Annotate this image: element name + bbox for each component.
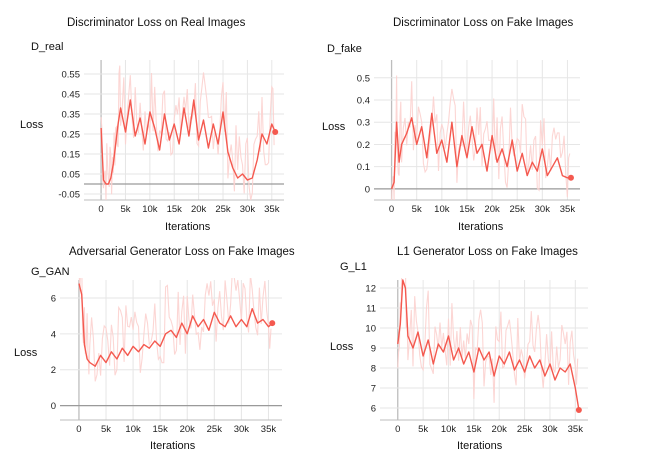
x-tick-label: 25k: [207, 424, 223, 435]
x-tick-label: 0: [389, 204, 394, 215]
y-tick-label: 0.05: [62, 170, 81, 181]
x-tick-label: 15k: [167, 204, 183, 215]
x-tick-label: 0: [98, 204, 103, 215]
x-tick-label: 30k: [240, 204, 256, 215]
y-tick-label: 6: [371, 404, 376, 415]
y-axis-label: Loss: [322, 121, 346, 133]
x-tick-label: 35k: [568, 424, 584, 435]
series-line: [397, 279, 580, 411]
series-line: [100, 99, 276, 185]
x-tick-label: 35k: [560, 204, 576, 215]
chart-title: Adversarial Generator Loss on Fake Image…: [69, 246, 295, 258]
y-tick-label: 0: [365, 184, 370, 195]
chart-tag: G_GAN: [31, 266, 70, 278]
raw-series-line: [391, 75, 571, 201]
chart-tag: D_fake: [327, 43, 362, 55]
y-tick-label: 7: [371, 384, 376, 395]
x-axis-label: Iterations: [458, 221, 504, 233]
last-value-marker: [575, 407, 582, 413]
chart-plot: 0 5k 10k 15k 20k 25k 30k 35k -0.05 0.05 0.15 0.25 0.…: [58, 60, 284, 215]
y-tick-label: 0.35: [62, 110, 81, 121]
chart-tag: G_L1: [340, 261, 367, 273]
x-tick-label: 20k: [180, 424, 196, 435]
y-tick-label: 0.15: [62, 150, 81, 161]
y-tick-label: 10: [365, 324, 376, 335]
x-tick-label: 5k: [120, 204, 130, 215]
chart-plot: 0 5k 10k 15k 20k 25k 30k 35k 0 2 4 6: [51, 278, 282, 435]
y-tick-label: 2: [51, 365, 56, 376]
y-axis-label: Loss: [330, 341, 354, 353]
x-tick-label: 25k: [517, 424, 533, 435]
x-axis-label: Iterations: [165, 221, 211, 233]
x-axis-label: Iterations: [150, 440, 196, 452]
y-tick-label: 0: [51, 401, 56, 412]
x-tick-label: 20k: [492, 424, 508, 435]
x-tick-label: 5k: [412, 204, 422, 215]
x-tick-label: 30k: [542, 424, 558, 435]
x-axis-label: Iterations: [457, 440, 503, 452]
last-value-marker: [272, 129, 279, 135]
x-tick-label: 10k: [441, 424, 457, 435]
chart-title: L1 Generator Loss on Fake Images: [397, 246, 578, 258]
x-tick-label: 30k: [535, 204, 551, 215]
x-tick-label: 25k: [510, 204, 526, 215]
y-tick-label: 0.2: [357, 140, 370, 151]
x-tick-label: 10k: [434, 204, 450, 215]
y-tick-label: 0.25: [62, 130, 81, 141]
y-axis-label: Loss: [20, 119, 44, 131]
x-tick-label: 35k: [261, 424, 277, 435]
x-tick-label: 5k: [101, 424, 111, 435]
y-tick-label: 12: [365, 284, 376, 295]
y-tick-label: 6: [51, 293, 56, 304]
series-line: [78, 283, 273, 367]
y-tick-label: -0.05: [58, 190, 80, 201]
x-tick-label: 15k: [153, 424, 169, 435]
y-axis-label: Loss: [14, 347, 38, 359]
y-tick-label: 0.45: [62, 90, 81, 101]
y-tick-label: 0.4: [357, 96, 370, 107]
raw-series-line: [100, 65, 275, 201]
chart-plot: 0 5k 10k 15k 20k 25k 30k 35k 6 7 8 9 10 11 12: [365, 278, 588, 435]
raw-series-line: [397, 278, 579, 403]
chart-title: Discriminator Loss on Fake Images: [393, 17, 574, 29]
x-tick-label: 15k: [466, 424, 482, 435]
x-tick-label: 0: [395, 424, 400, 435]
x-tick-label: 10k: [142, 204, 158, 215]
chart-title: Discriminator Loss on Real Images: [67, 17, 246, 29]
chart-plot: 0 5k 10k 15k 20k 25k 30k 35k 0 0.1 0.2 0.3 0.4 0.5: [357, 60, 580, 215]
x-tick-label: 20k: [484, 204, 500, 215]
x-tick-label: 35k: [264, 204, 280, 215]
y-tick-label: 8: [371, 364, 376, 375]
y-tick-label: 0.3: [357, 118, 370, 129]
x-tick-label: 20k: [191, 204, 207, 215]
x-tick-label: 25k: [215, 204, 231, 215]
x-tick-label: 15k: [459, 204, 475, 215]
y-tick-label: 0.55: [62, 70, 81, 81]
y-tick-label: 0.5: [357, 73, 370, 84]
y-tick-label: 4: [51, 329, 56, 340]
series-line: [390, 112, 571, 190]
y-tick-label: 0.1: [357, 162, 370, 173]
y-tick-label: 11: [366, 304, 376, 315]
last-value-marker: [567, 174, 574, 181]
raw-series-line: [78, 278, 272, 382]
chart-tag: D_real: [31, 41, 64, 53]
last-value-marker: [269, 320, 276, 327]
x-tick-label: 0: [76, 424, 81, 435]
x-tick-label: 10k: [125, 424, 141, 435]
y-tick-label: 9: [371, 344, 376, 355]
x-tick-label: 5k: [418, 424, 428, 435]
x-tick-label: 30k: [234, 424, 250, 435]
